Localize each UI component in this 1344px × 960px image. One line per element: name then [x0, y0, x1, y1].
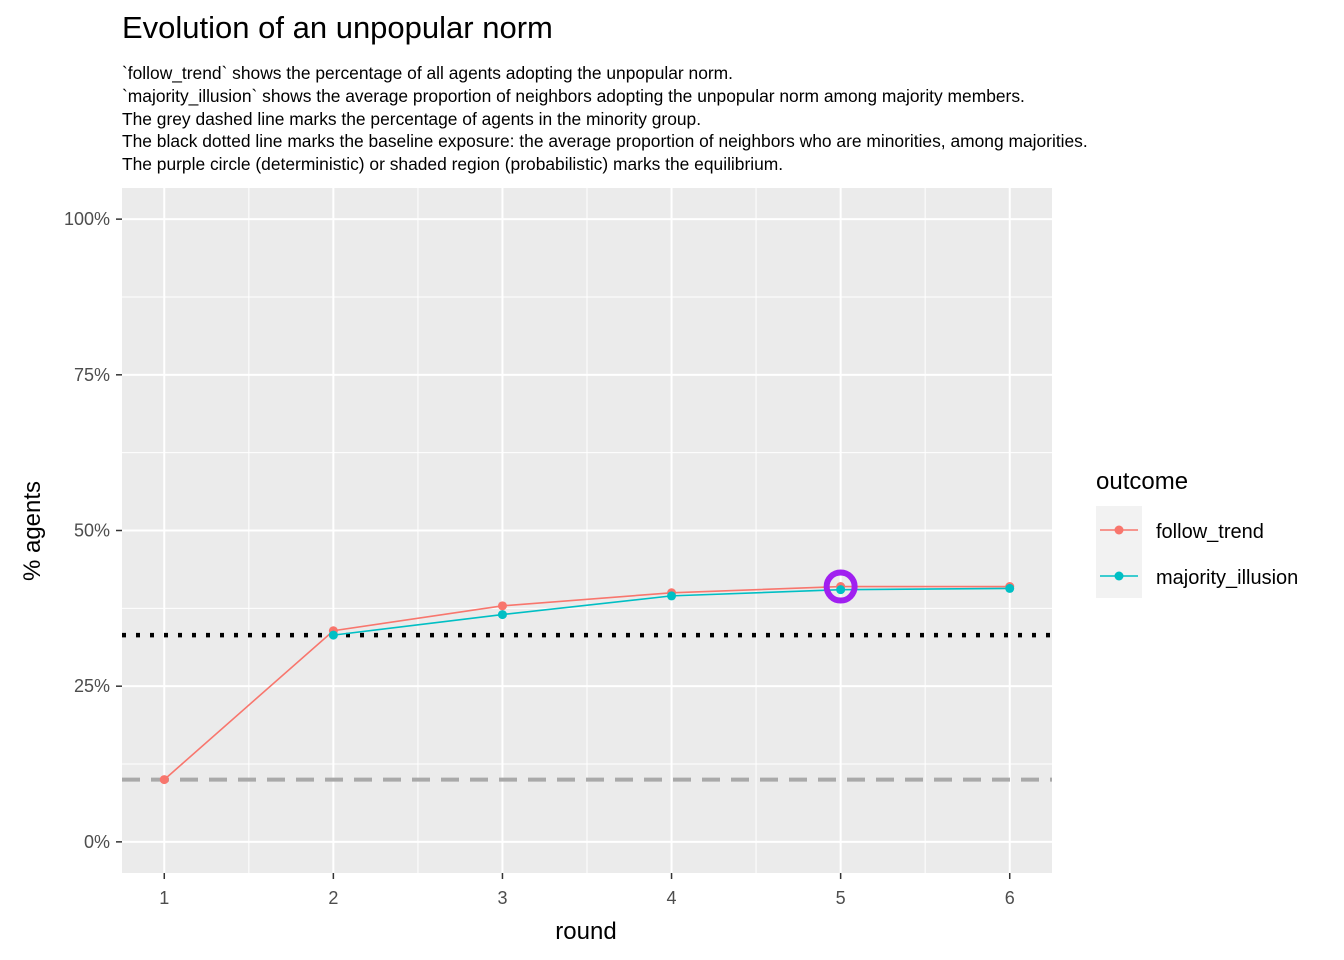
data-point-majority-illusion — [667, 591, 677, 601]
legend-label-follow-trend: follow_trend — [1156, 521, 1264, 543]
equilibrium-marker — [823, 569, 858, 604]
series-lines — [159, 582, 1015, 785]
x-tick-label: 3 — [497, 888, 507, 908]
chart-subtitle: `follow_trend` shows the percentage of a… — [122, 62, 1088, 176]
subtitle-line: The purple circle (deterministic) or sha… — [122, 154, 784, 175]
x-tick-label: 2 — [328, 888, 338, 908]
x-tick-label: 4 — [667, 888, 677, 908]
y-tick-label: 100% — [64, 209, 110, 229]
legend: outcome follow_trend majority_illusion — [1096, 468, 1298, 598]
subtitle-line: The black dotted line marks the baseline… — [122, 131, 1088, 152]
data-point-majority-illusion — [836, 585, 846, 595]
y-tick-label: 50% — [74, 521, 110, 541]
series-line-follow-trend — [163, 585, 1010, 781]
y-tick-label: 0% — [84, 832, 110, 852]
y-tick-label: 75% — [74, 365, 110, 385]
legend-title: outcome — [1096, 468, 1188, 495]
x-tick-label: 5 — [836, 888, 846, 908]
data-point-follow-trend — [497, 601, 507, 611]
y-tick-label: 25% — [74, 676, 110, 696]
y-axis-title: % agents — [19, 481, 46, 581]
x-tick-label: 6 — [1005, 888, 1015, 908]
axes: 0% 25% 50% 75% 100% 1 2 3 4 5 6 — [64, 209, 1015, 908]
x-tick-label: 1 — [159, 888, 169, 908]
chart-title: Evolution of an unpopular norm — [122, 10, 553, 45]
subtitle-line: The grey dashed line marks the percentag… — [122, 108, 702, 129]
data-point-majority-illusion — [328, 630, 338, 640]
legend-key-background — [1096, 506, 1142, 598]
legend-label-majority-illusion: majority_illusion — [1156, 567, 1298, 589]
subtitle-line: `majority_illusion` shows the average pr… — [122, 85, 1025, 106]
x-axis-title: round — [555, 918, 616, 945]
legend-key-point — [1114, 571, 1124, 581]
equilibrium-marker-group — [823, 569, 858, 604]
subtitle-line: `follow_trend` shows the percentage of a… — [122, 63, 733, 83]
data-point-follow-trend — [159, 775, 169, 785]
reference-lines — [122, 632, 1052, 782]
grid-lines — [122, 188, 1052, 873]
legend-key-point — [1114, 525, 1124, 535]
data-point-majority-illusion — [1005, 583, 1015, 593]
data-point-majority-illusion — [497, 610, 507, 620]
